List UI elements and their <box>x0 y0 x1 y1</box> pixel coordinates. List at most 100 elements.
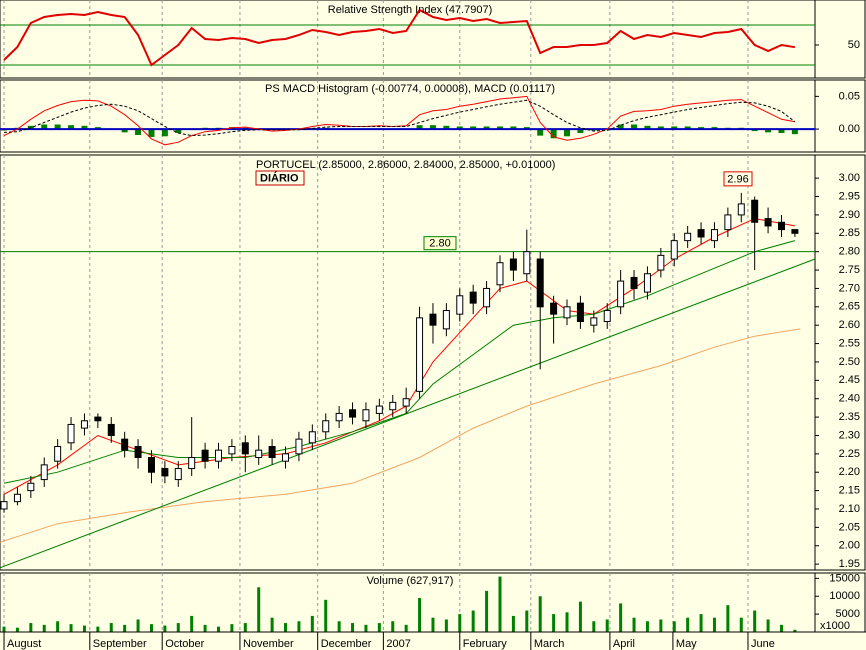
volume-bar <box>793 629 797 632</box>
y-tick-label: 2.75 <box>839 264 860 276</box>
y-tick-label: 2.05 <box>839 521 860 533</box>
histogram-bar <box>135 129 142 135</box>
histogram-bar <box>175 129 182 134</box>
candle-body <box>147 457 155 473</box>
candle-body <box>764 218 772 227</box>
histogram-bar <box>644 125 651 130</box>
histogram-bar <box>510 126 517 130</box>
volume-bar <box>672 621 676 632</box>
candle-body <box>13 493 21 503</box>
volume-bar <box>498 576 502 632</box>
candle-body <box>496 262 504 286</box>
candle-body <box>442 309 450 330</box>
volume-bar <box>511 615 515 632</box>
volume-bar <box>123 624 127 632</box>
volume-bar <box>149 624 153 632</box>
candle-body <box>684 232 692 242</box>
y-tick-label: 2.30 <box>839 429 860 441</box>
candle-body <box>536 258 544 308</box>
period-box <box>255 170 305 186</box>
candle-body <box>94 416 102 422</box>
candle-body <box>362 409 370 422</box>
volume-bar <box>297 621 301 632</box>
y-tick-label: 10000 <box>829 590 860 602</box>
y-tick-label: 2.20 <box>839 466 860 478</box>
period-label: DIÁRIO <box>260 171 299 184</box>
volume-bar <box>69 624 73 632</box>
volume-bar <box>418 598 422 632</box>
histogram-bar <box>81 125 88 130</box>
y-tick-label: 2.10 <box>839 503 860 515</box>
histogram-bar <box>657 126 664 130</box>
x-tick-label: August <box>7 638 41 650</box>
candle-body <box>777 221 785 231</box>
candle-body <box>134 445 142 459</box>
candle-body <box>483 287 491 308</box>
y-tick-label: 2.85 <box>839 227 860 239</box>
volume-bar <box>471 610 475 632</box>
volume-bar <box>726 605 730 632</box>
y-tick-label: 0.00 <box>839 123 860 135</box>
rsi-line <box>3 8 796 67</box>
candle-body <box>121 438 129 451</box>
x-tick-label: October <box>165 638 204 650</box>
candle-body <box>188 457 196 470</box>
histogram-bar <box>148 129 155 137</box>
volume-bar <box>257 587 261 632</box>
x-tick-label: 2007 <box>386 638 410 650</box>
candle-body <box>349 409 357 418</box>
volume-bar <box>310 615 314 632</box>
candle-body <box>697 229 705 238</box>
macd-line <box>3 99 796 137</box>
volume-bar <box>699 614 703 632</box>
histogram-bar <box>483 126 490 130</box>
y-tick-label: 2.90 <box>839 209 860 221</box>
candle-body <box>509 258 517 271</box>
annotation-label: 2.96 <box>727 173 748 185</box>
x-tick-label: April <box>613 638 635 650</box>
volume-bar <box>592 621 596 632</box>
volume-bar <box>163 625 167 632</box>
candle-body <box>724 214 732 231</box>
axis-strip <box>814 79 866 153</box>
y-tick-label: 2.35 <box>839 411 860 423</box>
candle-body <box>255 449 263 459</box>
candle-body <box>335 412 343 422</box>
candle-body <box>27 482 35 492</box>
x-tick-label: June <box>751 638 775 650</box>
candle-body <box>241 442 249 455</box>
candle-body <box>657 254 665 271</box>
histogram-bar <box>617 124 624 130</box>
volume-bar <box>324 599 328 632</box>
candle-body <box>550 302 558 315</box>
x-tick-label: March <box>534 638 565 650</box>
volume-bar <box>136 619 140 632</box>
y-tick-label: 2.95 <box>839 190 860 202</box>
volume-bar <box>96 626 100 632</box>
axis-strip <box>814 0 866 79</box>
histogram-bar <box>631 124 638 130</box>
candle-body <box>268 445 276 459</box>
volume-bar <box>632 617 636 632</box>
volume-bar <box>525 610 529 632</box>
candle-body <box>214 449 222 462</box>
volume-bar <box>377 623 381 632</box>
candle-body <box>80 420 88 429</box>
histogram-bar <box>550 129 557 139</box>
y-tick-label: 2.15 <box>839 485 860 497</box>
histogram-bar <box>41 124 48 130</box>
candle-body <box>429 313 437 326</box>
volume-bar <box>753 610 757 632</box>
volume-bar <box>578 601 582 632</box>
candle-body <box>40 464 48 481</box>
volume-bar <box>391 621 395 632</box>
volume-bar <box>458 614 462 632</box>
y-tick-label: 2.00 <box>839 540 860 552</box>
volume-bar <box>645 621 649 632</box>
volume-bar <box>284 623 288 632</box>
candle-body <box>751 199 759 223</box>
volume-bar <box>619 603 623 632</box>
volume-bar <box>444 619 448 632</box>
y-tick-label: 2.25 <box>839 448 860 460</box>
volume-bar <box>42 624 46 632</box>
